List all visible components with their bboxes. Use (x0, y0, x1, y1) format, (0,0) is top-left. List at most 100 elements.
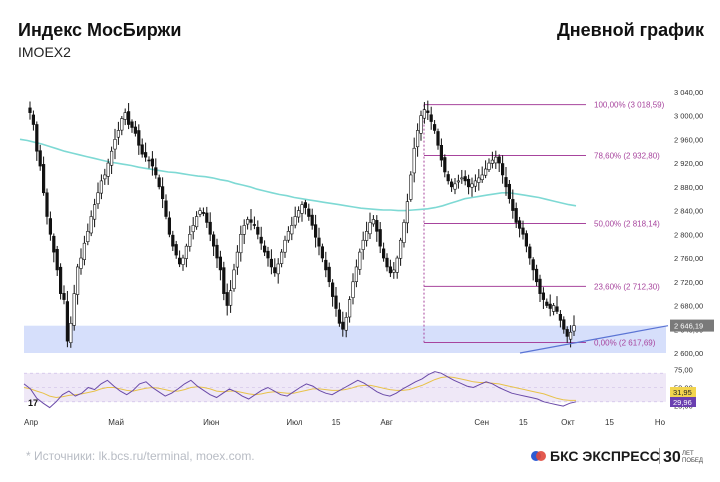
candle-body (351, 281, 355, 298)
candle-body (127, 111, 131, 125)
candle (239, 225, 243, 262)
ticker-label: IMOEX2 (18, 44, 71, 60)
candle-body (364, 231, 369, 241)
candle (65, 290, 69, 348)
candle-body (422, 109, 427, 119)
candle (164, 194, 168, 220)
price-tick-label: 2 680,00 (674, 302, 703, 311)
candle (35, 121, 39, 161)
candle (266, 246, 270, 267)
candle (55, 245, 59, 276)
candle (201, 207, 206, 217)
candle (466, 174, 471, 195)
candle (249, 209, 253, 231)
candle (344, 312, 348, 338)
candle-body (181, 257, 185, 265)
candle-body (147, 159, 151, 162)
time-tick-label: Июл (286, 418, 303, 427)
candle (371, 215, 376, 227)
candle-body (392, 269, 396, 273)
candle-body (293, 216, 297, 226)
candle (106, 158, 110, 185)
candle-body (266, 250, 270, 259)
candle (229, 280, 233, 313)
candle-body (409, 174, 413, 200)
candle (477, 169, 481, 191)
candle (528, 243, 532, 265)
candle-body (545, 301, 549, 306)
candle (116, 121, 120, 145)
candle (225, 283, 229, 316)
candle-body (354, 266, 359, 282)
candle-body (531, 259, 535, 271)
candle (235, 245, 240, 275)
candle (446, 170, 450, 185)
sources-note: * Источники: lk.bcs.ru/terminal, moex.co… (26, 449, 255, 463)
candle-body (232, 269, 236, 290)
candle (41, 156, 46, 196)
candle (140, 138, 144, 158)
candle (178, 250, 182, 268)
candle-body (480, 174, 484, 180)
candle (127, 103, 131, 130)
price-tick-label: 2 880,00 (674, 183, 703, 192)
candle-body (235, 251, 240, 268)
candle-body (375, 220, 379, 232)
candle-body (310, 214, 314, 226)
time-tick-label: Июн (203, 418, 219, 427)
candle (405, 193, 410, 234)
candle (79, 248, 83, 275)
price-axis: 2 600,002 640,002 680,002 720,002 760,00… (670, 88, 714, 358)
candle-body (69, 323, 73, 344)
candle-body (229, 290, 233, 306)
candle (334, 286, 338, 317)
candle (103, 168, 107, 185)
candle-body (487, 162, 491, 170)
candle-body (262, 245, 267, 253)
price-tick-label: 2 600,00 (674, 349, 703, 358)
candle (120, 116, 124, 136)
candle (507, 179, 512, 204)
candle (184, 243, 189, 268)
fib-level-label: 0,00% (2 617,69) (594, 339, 656, 348)
candle-body (79, 257, 83, 269)
candle (45, 188, 49, 225)
candle-body (31, 114, 35, 125)
candle (58, 263, 63, 300)
candle-body (378, 229, 382, 247)
candle (242, 219, 246, 244)
candle (300, 201, 304, 222)
candle-body (269, 258, 274, 268)
candle (375, 215, 379, 242)
candle (303, 199, 308, 215)
candle (521, 220, 525, 240)
fib-level-label: 100,00% (3 018,59) (594, 101, 665, 110)
candle-body (426, 110, 430, 113)
candle-body (477, 177, 481, 183)
time-tick-label: Авг (380, 418, 393, 427)
candle (144, 142, 148, 162)
candle (86, 223, 90, 246)
candle (470, 177, 474, 197)
candle-body (256, 226, 260, 235)
candle (426, 100, 430, 120)
candle (262, 240, 267, 257)
rsi-value-label: 29,96 (673, 398, 692, 407)
trendline (519, 325, 669, 354)
candle (354, 259, 359, 288)
time-tick-label: 15 (332, 418, 341, 427)
candle-body (470, 183, 474, 188)
time-tick-label: 15 (519, 418, 528, 427)
candle (514, 202, 518, 228)
candle (551, 302, 556, 316)
candle (460, 169, 464, 184)
candle-body (198, 210, 202, 215)
candle (565, 326, 569, 343)
candle-body (562, 319, 566, 330)
price-tick-label: 2 760,00 (674, 254, 703, 263)
candle-body (555, 306, 559, 312)
candle (385, 253, 389, 272)
candle-body (541, 292, 545, 300)
tradingview-icon: 17 (28, 398, 38, 408)
candle (517, 216, 522, 238)
